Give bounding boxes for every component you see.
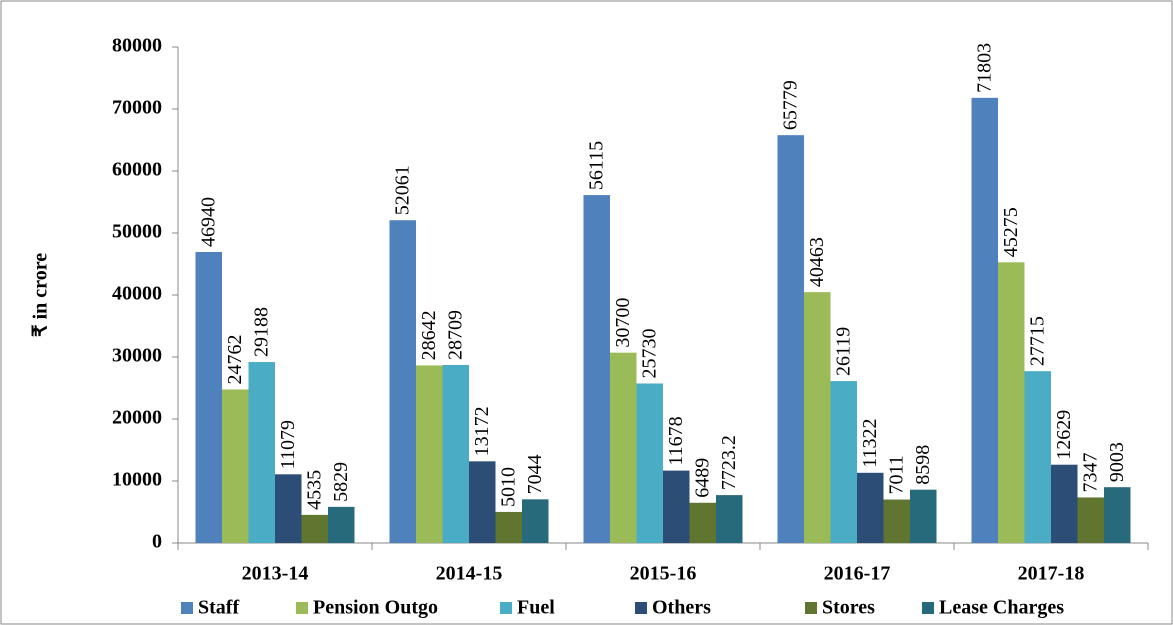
x-tick-label: 2017-18 — [1018, 563, 1085, 585]
value-label: 46940 — [197, 197, 219, 247]
legend-marker — [805, 602, 817, 614]
bar — [830, 381, 857, 543]
legend-marker — [181, 602, 193, 614]
value-label: 12629 — [1053, 410, 1075, 460]
y-tick-label: 50000 — [112, 221, 162, 243]
bar — [495, 511, 522, 543]
legend-marker — [500, 602, 512, 614]
legend-marker — [922, 602, 934, 614]
legend-marker — [296, 602, 308, 614]
value-label: 7723.2 — [718, 435, 740, 490]
bar — [910, 489, 937, 543]
bar — [195, 251, 222, 544]
bar — [222, 389, 249, 543]
bar — [1024, 371, 1051, 543]
value-label: 9003 — [1106, 442, 1128, 482]
value-label: 28709 — [444, 310, 466, 360]
bar — [1077, 497, 1104, 543]
value-label: 24762 — [224, 334, 246, 384]
bar — [804, 292, 831, 543]
y-tick-label: 30000 — [112, 345, 162, 367]
value-label: 25730 — [638, 328, 660, 378]
x-tick-label: 2015-16 — [630, 563, 697, 585]
value-label: 28642 — [418, 310, 440, 360]
bar — [389, 220, 416, 543]
bar — [416, 365, 443, 543]
value-label: 40463 — [806, 237, 828, 287]
value-label: 56115 — [585, 141, 607, 190]
value-label: 8598 — [912, 445, 934, 485]
legend-label: Stores — [822, 597, 875, 619]
value-label: 11678 — [665, 416, 687, 465]
legend-label: Staff — [198, 597, 239, 619]
bar — [663, 470, 690, 543]
bar — [328, 506, 355, 543]
legend-label: Others — [652, 597, 711, 619]
legend-label: Pension Outgo — [313, 597, 438, 619]
y-tick-label: 70000 — [112, 97, 162, 119]
bar — [1051, 464, 1078, 543]
x-tick-label: 2013-14 — [242, 563, 309, 585]
value-label: 30700 — [612, 298, 634, 348]
bar — [522, 499, 549, 543]
value-label: 4535 — [303, 470, 325, 510]
bar — [301, 514, 328, 543]
value-label: 5829 — [330, 462, 352, 502]
bar — [275, 474, 302, 543]
legend-label: Lease Charges — [939, 597, 1064, 619]
bar — [883, 499, 910, 543]
bar — [857, 472, 884, 543]
x-tick-label: 2014-15 — [436, 563, 503, 585]
bar — [610, 352, 637, 543]
bar — [998, 262, 1025, 543]
value-label: 45275 — [1000, 207, 1022, 257]
value-label: 71803 — [973, 43, 995, 93]
value-label: 11079 — [277, 420, 299, 469]
value-label: 65779 — [779, 80, 801, 130]
y-tick-label: 0 — [152, 531, 162, 553]
bar — [442, 365, 469, 543]
y-tick-label: 80000 — [112, 35, 162, 57]
y-tick-label: 20000 — [112, 407, 162, 429]
value-label: 7044 — [524, 454, 546, 494]
value-label: 11322 — [859, 419, 881, 468]
value-label: 7011 — [885, 455, 907, 494]
bar — [716, 495, 743, 543]
value-label: 52061 — [391, 165, 413, 215]
legend-marker — [635, 602, 647, 614]
bar — [248, 362, 275, 543]
value-label: 29188 — [250, 307, 272, 357]
bar — [777, 135, 804, 543]
legend-label: Fuel — [517, 597, 555, 619]
bar — [636, 383, 663, 543]
bar — [971, 97, 998, 543]
y-tick-label: 40000 — [112, 283, 162, 305]
value-label: 26119 — [832, 327, 854, 376]
value-label: 5010 — [497, 467, 519, 507]
bar — [1104, 487, 1131, 543]
value-label: 6489 — [691, 458, 713, 498]
x-tick-label: 2016-17 — [824, 563, 891, 585]
y-tick-label: 60000 — [112, 159, 162, 181]
bar — [583, 195, 610, 543]
bar — [469, 461, 496, 543]
value-label: 13172 — [471, 406, 493, 456]
y-axis-label: ₹ in crore — [30, 253, 52, 337]
y-tick-label: 10000 — [112, 469, 162, 491]
value-label: 7347 — [1079, 452, 1101, 492]
bar — [689, 502, 716, 543]
value-label: 27715 — [1026, 316, 1048, 366]
